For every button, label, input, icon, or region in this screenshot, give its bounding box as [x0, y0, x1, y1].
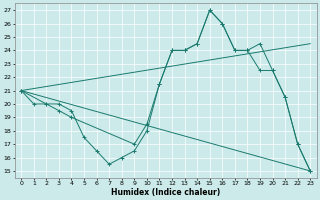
X-axis label: Humidex (Indice chaleur): Humidex (Indice chaleur) — [111, 188, 220, 197]
